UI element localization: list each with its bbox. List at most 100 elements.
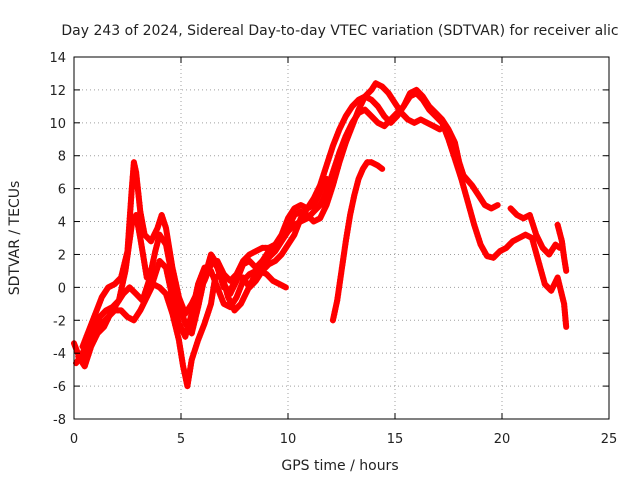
data-point [180, 363, 187, 370]
data-point [556, 227, 563, 234]
data-point [218, 275, 224, 282]
data-point [173, 325, 179, 332]
data-point [191, 348, 198, 355]
data-point [191, 295, 198, 302]
x-tick-label: 10 [280, 432, 297, 447]
data-point [487, 253, 494, 260]
x-tick-label: 20 [494, 432, 511, 447]
data-point [533, 249, 539, 256]
data-point [197, 331, 204, 338]
data-point [533, 252, 540, 259]
data-point [560, 297, 567, 304]
data-point [236, 286, 243, 292]
data-point [351, 192, 358, 199]
data-point [84, 336, 91, 343]
data-point [89, 341, 96, 347]
data-point [205, 266, 212, 273]
data-point [329, 317, 336, 324]
data-point [420, 118, 427, 125]
data-point [329, 182, 336, 189]
data-point [203, 272, 210, 279]
data-point [219, 281, 226, 288]
data-point [531, 243, 538, 250]
data-point [154, 239, 161, 246]
data-point [354, 109, 361, 116]
data-point [216, 270, 223, 277]
data-point [351, 117, 358, 124]
data-point [352, 189, 359, 196]
data-point [516, 235, 523, 241]
data-point [335, 129, 342, 136]
data-point [163, 293, 170, 300]
data-point [297, 202, 304, 209]
data-point [463, 193, 470, 199]
data-point [554, 274, 561, 281]
data-point [217, 273, 224, 280]
data-point [322, 165, 329, 172]
data-point [485, 203, 492, 210]
data-point [219, 298, 226, 305]
data-point [304, 205, 311, 212]
data-point [204, 312, 211, 319]
data-point [192, 345, 199, 352]
data-point [328, 188, 335, 194]
y-tick-label: 12 [49, 84, 66, 99]
data-point [194, 339, 201, 346]
y-tick-label: -4 [53, 347, 66, 362]
data-point [341, 142, 348, 149]
data-point [80, 347, 87, 354]
data-point [327, 151, 334, 158]
data-point [123, 254, 130, 260]
data-point [220, 300, 227, 307]
data-point [188, 330, 195, 337]
data-point [153, 242, 160, 249]
data-point [475, 235, 482, 242]
data-point [89, 318, 96, 325]
data-point [188, 356, 195, 363]
data-point [509, 238, 516, 245]
data-point [335, 162, 342, 169]
data-point [556, 280, 563, 287]
data-point [131, 162, 138, 169]
y-tick-label: 14 [49, 51, 66, 66]
data-point [529, 235, 535, 241]
data-point [197, 295, 203, 302]
data-point [178, 325, 185, 332]
data-point [491, 203, 498, 210]
data-point [473, 227, 479, 234]
data-point [79, 350, 86, 357]
trace-track-a [71, 90, 570, 363]
data-point [350, 120, 357, 127]
data-point [121, 259, 128, 266]
data-point [446, 129, 453, 135]
data-point [318, 199, 325, 206]
data-point [525, 233, 532, 240]
data-point [91, 313, 98, 320]
data-point [181, 317, 188, 324]
data-point [94, 305, 101, 312]
data-point [417, 116, 424, 123]
data-point [294, 223, 301, 230]
data-point [214, 264, 221, 271]
data-point [536, 260, 543, 267]
data-point [176, 297, 183, 303]
data-point [321, 207, 327, 214]
data-point [341, 115, 348, 122]
data-point [291, 212, 298, 218]
data-point [467, 207, 474, 214]
data-point [193, 312, 199, 319]
data-point [296, 218, 303, 224]
data-point [337, 156, 344, 163]
markers-track-g [507, 205, 561, 258]
data-point [320, 171, 327, 178]
data-point [72, 343, 79, 350]
data-point [295, 220, 302, 227]
data-point [534, 255, 541, 262]
x-tick-label: 0 [70, 432, 78, 447]
data-point [557, 286, 564, 293]
data-point [95, 316, 102, 323]
data-point [291, 205, 298, 212]
data-point [465, 201, 472, 208]
data-point [202, 275, 209, 281]
data-point [529, 237, 536, 244]
